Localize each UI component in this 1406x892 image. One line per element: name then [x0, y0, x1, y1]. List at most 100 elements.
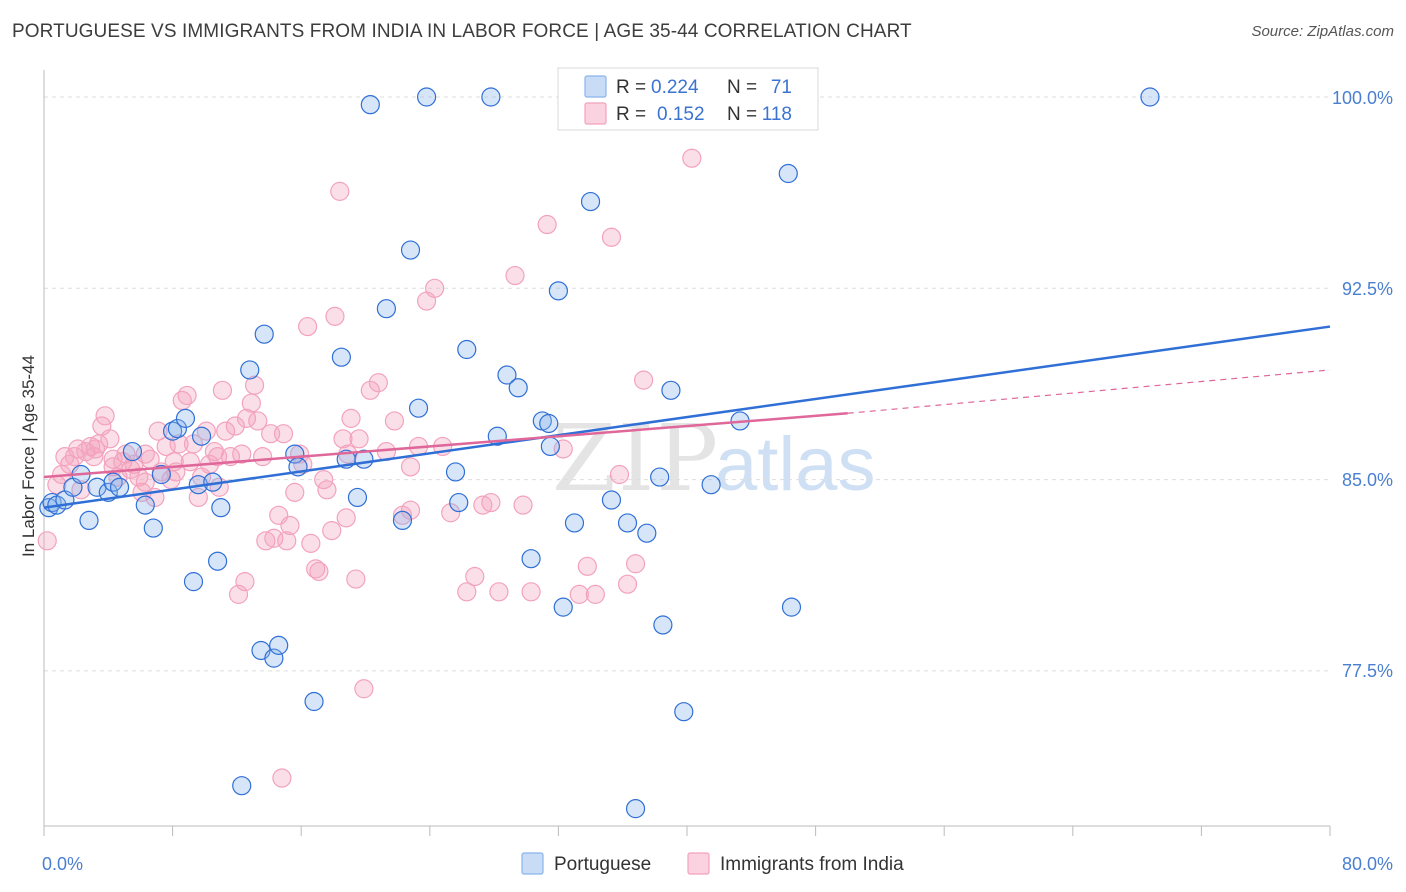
- india-point-33: [183, 434, 204, 454]
- x-tick-label-min: 0.0%: [42, 854, 83, 874]
- portuguese-point-41: [416, 87, 437, 107]
- portuguese-point-11: [122, 441, 143, 462]
- india-point-40: [212, 380, 233, 400]
- india-point-61: [298, 316, 318, 337]
- india-point-49: [248, 411, 268, 431]
- portuguese-point-47: [497, 365, 517, 385]
- india-point-86: [441, 503, 461, 523]
- y-tick-label-77-5: 77.5%: [1342, 661, 1393, 681]
- india-point-77: [368, 373, 388, 393]
- portuguese-point-34: [347, 487, 368, 508]
- chart-source: Source: ZipAtlas.com: [1251, 23, 1394, 40]
- portuguese-point-38: [392, 510, 413, 531]
- bottom-legend-label-india: Immigrants from India: [720, 854, 904, 875]
- watermark: ZIP atlas: [552, 405, 876, 512]
- india-point-116: [84, 447, 104, 467]
- portuguese-point-24: [240, 360, 260, 380]
- india-point-108: [235, 572, 255, 592]
- india-point-92: [505, 265, 525, 286]
- india-point-69: [330, 181, 350, 201]
- trend-lines: [43, 325, 1331, 509]
- legend-r-value-india: 0.152: [657, 104, 705, 125]
- portuguese-point-27: [264, 648, 284, 668]
- portuguese-point-32: [331, 347, 351, 367]
- india-point-91: [489, 582, 509, 602]
- y-axis-label: In Labor Force | Age 35-44: [19, 355, 38, 557]
- portuguese-point-17: [175, 408, 196, 428]
- india-point-58: [285, 482, 305, 502]
- india-point-62: [301, 533, 321, 553]
- portuguese-point-22: [183, 572, 204, 592]
- legend-r-label-portuguese: R =: [616, 77, 646, 98]
- india-point-0: [37, 531, 57, 551]
- india-point-43: [225, 416, 245, 436]
- portuguese-point-14: [151, 464, 171, 485]
- india-point-111: [208, 447, 228, 467]
- india-point-95: [537, 214, 557, 235]
- legend-swatch-portuguese: [584, 75, 607, 98]
- chart-title: PORTUGUESE VS IMMIGRANTS FROM INDIA IN L…: [12, 21, 912, 42]
- india-point-50: [253, 447, 273, 467]
- india-point-45: [232, 444, 252, 464]
- trend-line-india-extension: [847, 369, 1331, 414]
- portuguese-point-31: [304, 691, 324, 712]
- india-point-105: [682, 148, 702, 168]
- portuguese-point-6: [79, 510, 99, 531]
- india-point-19: [129, 467, 149, 487]
- portuguese-point-16: [167, 418, 188, 439]
- portuguese-point-51: [539, 413, 559, 434]
- india-point-81: [400, 457, 421, 477]
- y-tick-labels: 100.0% 92.5% 85.0% 77.5%: [1332, 88, 1393, 681]
- portuguese-point-10: [109, 477, 130, 497]
- portuguese-point-53: [548, 281, 569, 301]
- portuguese-point-70: [232, 776, 252, 796]
- portuguese-point-55: [564, 513, 585, 533]
- india-points: [37, 87, 750, 788]
- trend-line-india: [43, 412, 848, 479]
- y-tick-label-85: 85.0%: [1342, 470, 1393, 490]
- india-point-41: [216, 421, 236, 441]
- india-point-11: [95, 406, 115, 426]
- portuguese-point-68: [781, 597, 802, 617]
- legend-n-value-portuguese: 71: [771, 77, 792, 98]
- portuguese-point-61: [650, 467, 670, 487]
- portuguese-point-25: [254, 324, 274, 344]
- india-point-46: [236, 408, 257, 428]
- india-point-97: [569, 584, 589, 604]
- watermark-atlas: atlas: [715, 422, 876, 507]
- portuguese-point-9: [103, 472, 123, 492]
- y-tick-label-92-5: 92.5%: [1342, 279, 1393, 299]
- india-point-74: [349, 429, 369, 449]
- india-point-90: [481, 492, 501, 513]
- legend-n-label-india: N =: [727, 104, 757, 125]
- legend-swatch-india: [584, 102, 607, 125]
- india-point-66: [317, 480, 337, 500]
- portuguese-point-63: [661, 380, 681, 400]
- bottom-legend-label-portuguese: Portuguese: [554, 854, 651, 875]
- legend-r-value-portuguese: 0.224: [651, 77, 699, 98]
- portuguese-point-40: [408, 398, 429, 418]
- portuguese-point-56: [580, 191, 601, 212]
- axes: [43, 70, 1331, 836]
- bottom-legend-swatch-india: [687, 852, 710, 875]
- portuguese-point-42: [445, 462, 466, 482]
- portuguese-point-48: [508, 378, 528, 398]
- portuguese-point-44: [457, 339, 477, 360]
- india-point-104: [633, 370, 654, 390]
- correlation-legend: R = 0.224 N = 71 R = 0.152 N = 118: [557, 67, 819, 131]
- portuguese-point-36: [360, 95, 380, 115]
- legend-r-label-india: R =: [616, 104, 646, 125]
- india-point-79: [384, 411, 405, 431]
- portuguese-point-39: [400, 240, 421, 260]
- india-point-72: [341, 408, 361, 428]
- portuguese-point-45: [481, 87, 501, 107]
- india-point-56: [277, 531, 297, 551]
- india-point-100: [601, 227, 622, 247]
- india-point-88: [465, 566, 485, 587]
- india-point-12: [100, 429, 120, 449]
- portuguese-point-12: [135, 495, 155, 515]
- portuguese-point-21: [211, 498, 231, 518]
- portuguese-point-18: [191, 426, 212, 446]
- india-point-55: [273, 424, 294, 444]
- legend-n-value-india: 118: [762, 104, 792, 125]
